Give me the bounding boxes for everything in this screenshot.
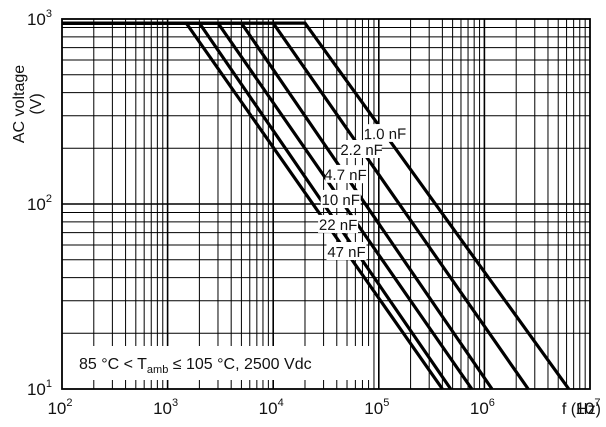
series-lines: [62, 21, 571, 390]
x-tick-exponent: 5: [383, 397, 389, 409]
y-tick-base: 10: [27, 380, 46, 399]
x-tick-exponent: 2: [66, 397, 72, 409]
series-label-group-5: 22 nF: [318, 214, 359, 234]
series-label-group-6: 47 nF: [326, 242, 367, 261]
y-tick-base: 10: [27, 10, 46, 29]
series-line-2: [62, 21, 530, 390]
x-tick-exponent: 6: [489, 397, 495, 409]
series-labels: 1.0 nF2.2 nF 4.7 nF 10 nF 22 nF 47 nF: [318, 123, 407, 261]
series-label-group-2: 2.2 nF: [340, 139, 383, 159]
series-label-1: 1.0 nF: [364, 126, 407, 144]
x-tick-label: 105: [364, 397, 389, 418]
series-label-3: 4.7 nF: [324, 167, 367, 184]
y-tick-exponent: 1: [46, 378, 52, 390]
series-label-background: [318, 214, 359, 234]
condition-annotation: 85 °C < Tamb ≤ 105 °C, 2500 Vdc: [70, 346, 372, 380]
series-label-6: 47 nF: [327, 244, 365, 261]
x-tick-base: 10: [153, 399, 172, 418]
x-tick-exponent: 4: [278, 397, 284, 409]
series-label-group-4: 10 nF: [320, 189, 361, 209]
series-label-4: 10 nF: [321, 192, 359, 209]
series-label-background: [320, 189, 361, 209]
series-label-background: [341, 139, 382, 159]
x-axis-label: f (Hz): [562, 401, 601, 418]
annotation-subscript: amb: [147, 364, 168, 376]
series-label-group-1: 1.0 nF: [364, 123, 407, 144]
series-label-background: [364, 123, 406, 143]
plot-frame: [61, 18, 591, 390]
x-tick-exponent: 3: [172, 397, 178, 409]
x-tick-label: 102: [47, 397, 72, 418]
series-line-3: [62, 21, 494, 390]
y-tick-exponent: 3: [46, 8, 52, 20]
x-tick-base: 10: [470, 399, 489, 418]
y-tick-label: 102: [27, 193, 52, 214]
plot-border: [61, 18, 591, 390]
series-label-background: [325, 164, 366, 184]
y-tick-base: 10: [27, 195, 46, 214]
x-tick-base: 10: [47, 399, 66, 418]
x-tick-label: 106: [470, 397, 495, 418]
x-tick-base: 10: [259, 399, 278, 418]
series-label-group-3: 4.7 nF: [324, 164, 367, 184]
annotation-prefix: 85 °C < T: [79, 356, 147, 373]
x-tick-label: 103: [153, 397, 178, 418]
series-label-5: 22 nF: [319, 217, 358, 234]
annotation-suffix: ≤ 105 °C, 2500 Vdc: [168, 356, 311, 373]
x-tick-label: 104: [259, 397, 284, 418]
x-tick-exponent: 7: [594, 397, 600, 409]
y-tick-label: 103: [27, 8, 52, 29]
x-tick-base: 10: [364, 399, 383, 418]
y-axis-label: AC voltage: [11, 65, 28, 143]
x-tick-label: 107: [575, 397, 600, 418]
grid: [62, 19, 590, 389]
y-axis-unit: (V): [28, 93, 45, 114]
series-line-6: [62, 21, 444, 390]
series-label-background: [326, 242, 367, 260]
y-tick-exponent: 2: [46, 193, 52, 205]
x-tick-base: 10: [575, 399, 594, 418]
y-axis-title: AC voltage (V): [11, 65, 45, 143]
annotation-text: 85 °C < Tamb ≤ 105 °C, 2500 Vdc: [79, 356, 312, 376]
annotation-background: [70, 346, 372, 380]
series-label-2: 2.2 nF: [340, 142, 383, 159]
y-tick-label: 101: [27, 378, 52, 399]
